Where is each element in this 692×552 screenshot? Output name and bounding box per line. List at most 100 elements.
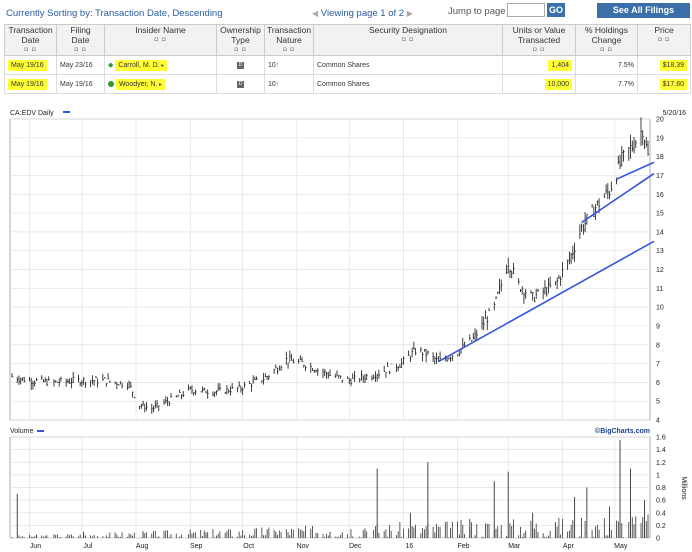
column-header-insider-name[interactable]: Insider Name ◘ ◘ [104, 24, 217, 56]
date-tick-label: Dec [349, 543, 362, 550]
trendline [437, 240, 655, 363]
table-row: May 19/16 May 23/16 ◆ Carroll, M. D. ▸ D 10↑… [4, 55, 691, 75]
sort-toggle-icon[interactable]: ◘ ◘ [74, 47, 87, 53]
sort-toggle-icon[interactable]: ◘ ◘ [658, 37, 670, 43]
column-header-ownership-type[interactable]: Ownership Type ◘ ◘ [216, 24, 265, 56]
bigcharts-credit: ©BigCharts.com [595, 427, 650, 435]
column-header-label: Filing [70, 25, 91, 35]
sort-toggle-icon[interactable]: ◘ ◘ [533, 47, 545, 53]
cell-filing-date: May 23/16 [56, 55, 105, 75]
circle-icon [108, 80, 114, 87]
volume-tick-label: 0.2 [656, 523, 666, 530]
sort-toggle-icon[interactable]: ◘ ◘ [154, 37, 167, 43]
jump-to-page-input[interactable] [507, 3, 545, 17]
cell-filing-date: May 19/16 [56, 74, 105, 94]
column-header-units[interactable]: Units or Value Transacted ◘ ◘ [502, 24, 576, 56]
volume-label: Volume [10, 428, 33, 435]
date-axis: Jun Jul Aug Sep Oct Nov Dec 16 Feb Mar Apr May [30, 543, 628, 550]
column-header-label: Security Designation [369, 25, 447, 35]
date-tick-label: 16 [405, 543, 413, 550]
price-tick-label: 12 [656, 267, 664, 274]
column-header-price[interactable]: Price ◘ ◘ [637, 24, 691, 56]
trendlines [437, 161, 655, 363]
price-tick-label: 15 [656, 211, 664, 218]
price-tick-label: 19 [656, 135, 664, 142]
cell-price: $18.39 [637, 55, 691, 75]
price-value: $18.39 [659, 59, 687, 71]
column-header-pct-holdings[interactable]: % Holdings Change ◘ ◘ [575, 24, 638, 56]
go-button[interactable]: GO [547, 3, 565, 17]
column-header-transaction-nature[interactable]: Transaction Nature ◘ ◘ [264, 24, 314, 56]
price-tick-label: 16 [656, 192, 664, 199]
date-tick-label: Feb [458, 543, 470, 550]
insider-name-link[interactable]: Woodyer, N. ▸ [115, 78, 166, 90]
table-header-row: Transaction Date ◘ ◘ Filing Date ◘ ◘ Insider N… [4, 24, 691, 56]
column-header-label: Price [654, 25, 674, 35]
sort-toggle-icon[interactable]: ◘ ◘ [402, 37, 414, 43]
volume-tick-label: 0.4 [656, 510, 666, 517]
cell-transaction-nature: 10↑ [264, 74, 314, 94]
sort-status: Currently Sorting by: Transaction Date, … [6, 8, 223, 19]
cell-price: $17.60 [637, 74, 691, 94]
volume-axis: 0 0.2 0.4 0.6 0.8 1 1.2 1.4 1.6 [656, 435, 666, 543]
sort-toggle-icon[interactable]: ◘ ◘ [283, 47, 295, 53]
price-tick-label: 14 [656, 229, 664, 236]
next-page-icon[interactable]: ▶ [406, 9, 413, 18]
price-grid [10, 118, 650, 421]
column-header-label: Date [71, 35, 90, 45]
up-arrow-icon: ↑ [275, 80, 280, 88]
volume-tick-label: 0.6 [656, 498, 666, 505]
date-tick-label: Oct [243, 543, 254, 550]
pagination: ◀ Viewing page 1 of 2 ▶ [312, 8, 413, 19]
volume-bars [11, 440, 649, 538]
cell-holdings-change: 7.7% [575, 74, 638, 94]
column-header-label: Type [231, 35, 250, 45]
price-panel-frame [9, 118, 651, 421]
sort-toggle-icon[interactable]: ◘ ◘ [24, 47, 37, 53]
see-all-filings-button[interactable]: See All Filings Details [597, 3, 690, 30]
column-header-label: Ownership [220, 25, 261, 35]
cell-transaction-nature: 10↑ [264, 55, 314, 75]
column-header-label: Date [21, 35, 40, 45]
cell-transaction-date: May 19/16 [4, 74, 57, 94]
prev-page-icon[interactable]: ◀ [312, 9, 319, 18]
jump-to-page-label: Jump to page [448, 6, 506, 17]
insider-filings-table: Transaction Date ◘ ◘ Filing Date ◘ ◘ Insider N… [4, 24, 691, 94]
price-tick-label: 6 [656, 380, 660, 387]
price-tick-label: 9 [656, 323, 660, 330]
date-tick-label: Mar [508, 543, 521, 550]
chevron-right-icon: ▸ [159, 62, 165, 69]
price-tick-label: 18 [656, 154, 664, 161]
volume-panel-frame [9, 436, 651, 539]
column-header-label: Units or Value [512, 25, 566, 35]
chart-date-label: 5/20/16 [663, 110, 686, 117]
column-header-transaction-date[interactable]: Transaction Date ◘ ◘ [4, 24, 57, 56]
ownership-type-badge: D [237, 81, 244, 88]
insider-name-link[interactable]: Carroll, M. D. ▸ [115, 59, 168, 71]
price-tick-label: 7 [656, 361, 660, 368]
sort-toggle-icon[interactable]: ◘ ◘ [600, 47, 613, 53]
cell-units: 10,000 [502, 74, 576, 94]
transaction-date-value: May 19/16 [8, 59, 47, 71]
column-header-label: Change [591, 35, 622, 45]
trendline [581, 172, 655, 224]
column-header-filing-date[interactable]: Filing Date ◘ ◘ [56, 24, 105, 56]
volume-tick-label: 1.6 [656, 435, 666, 442]
sort-toggle-icon[interactable]: ◘ ◘ [234, 47, 247, 53]
date-tick-label: Nov [297, 543, 310, 550]
column-header-security[interactable]: Security Designation ◘ ◘ [313, 24, 503, 56]
cell-ownership-type: D [216, 74, 265, 94]
units-value: 10,000 [544, 78, 572, 90]
units-value: 1,404 [548, 59, 572, 71]
volume-tick-label: 1.2 [656, 460, 666, 467]
volume-tick-label: 0 [656, 536, 660, 543]
column-header-label: Transacted [517, 35, 561, 45]
column-header-label: Transaction [8, 25, 53, 35]
price-tick-label: 10 [656, 305, 664, 312]
price-tick-label: 20 [656, 117, 664, 124]
chevron-right-icon: ▸ [157, 81, 163, 88]
cell-insider-name: Woodyer, N. ▸ [104, 74, 217, 94]
cell-security-designation: Common Shares [313, 55, 503, 75]
date-tick-label: Aug [136, 543, 149, 550]
volume-tick-label: 1 [656, 472, 660, 479]
